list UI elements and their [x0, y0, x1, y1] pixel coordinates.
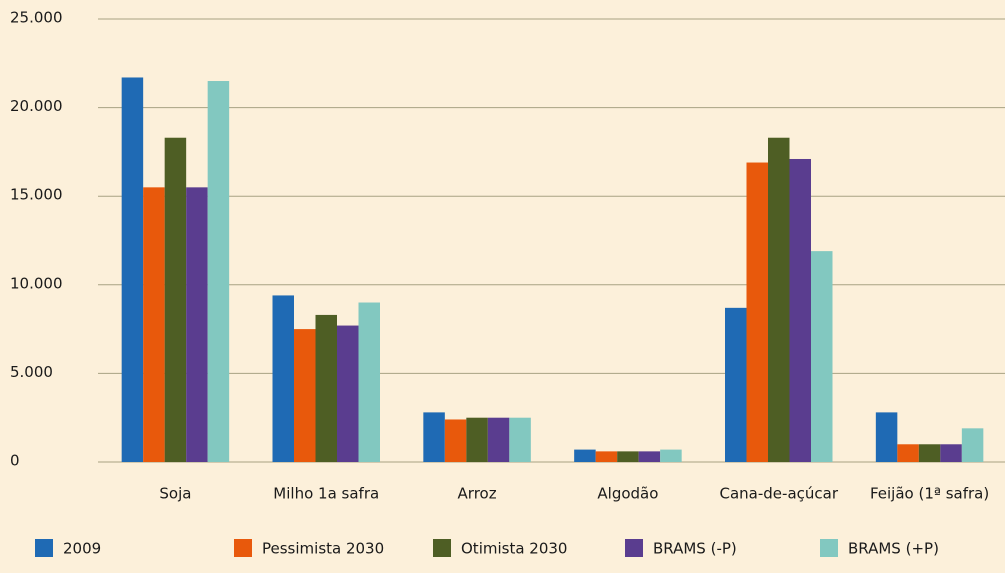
- legend-swatch: [433, 539, 451, 557]
- bar: [746, 162, 768, 463]
- bar: [315, 314, 337, 462]
- bar: [207, 81, 230, 463]
- legend-label: Otimista 2030: [461, 540, 567, 558]
- y-tick-label: 10.000: [10, 274, 63, 292]
- bar: [294, 329, 316, 462]
- bar: [358, 302, 380, 462]
- y-tick-label: 15.000: [10, 186, 63, 204]
- bar: [660, 449, 682, 462]
- bar: [164, 137, 187, 462]
- x-tick-label: Cana-de-açúcar: [720, 485, 839, 503]
- bar: [638, 451, 661, 462]
- x-tick-label: Algodão: [597, 485, 658, 503]
- bar: [768, 137, 790, 462]
- bar: [940, 444, 962, 462]
- x-tick-label: Arroz: [458, 485, 497, 503]
- x-tick-label: Milho 1a safra: [273, 485, 379, 503]
- bar: [143, 187, 165, 462]
- legend-swatch: [35, 539, 53, 557]
- x-tick-label: Soja: [159, 485, 191, 503]
- bar: [617, 451, 639, 462]
- legend-label: BRAMS (+P): [848, 540, 939, 558]
- bar: [789, 158, 811, 462]
- legend-label: Pessimista 2030: [262, 540, 384, 558]
- bar: [186, 187, 208, 462]
- bar: [444, 419, 467, 462]
- bar: [918, 444, 941, 462]
- y-tick-label: 25.000: [10, 9, 63, 27]
- legend-swatch: [625, 539, 643, 557]
- y-tick-label: 20.000: [10, 97, 63, 115]
- legend-label: BRAMS (-P): [653, 540, 737, 558]
- bar: [272, 295, 294, 462]
- bar: [811, 251, 833, 462]
- bar: [595, 451, 618, 462]
- bar: [961, 428, 984, 462]
- bar: [487, 417, 510, 462]
- bar: [466, 417, 488, 462]
- bar: [574, 449, 596, 462]
- bar: [725, 307, 747, 462]
- y-tick-label: 5.000: [10, 363, 53, 381]
- bar: [121, 77, 144, 462]
- x-tick-label: Feijão (1ª safra): [870, 485, 989, 503]
- legend-swatch: [234, 539, 252, 557]
- bar: [337, 325, 359, 462]
- y-tick-label: 0: [10, 452, 20, 470]
- bar: [509, 417, 531, 462]
- bar: [875, 412, 898, 462]
- legend-label: 2009: [63, 540, 101, 558]
- bar: [423, 412, 445, 462]
- bar: [897, 444, 919, 462]
- legend-swatch: [820, 539, 838, 557]
